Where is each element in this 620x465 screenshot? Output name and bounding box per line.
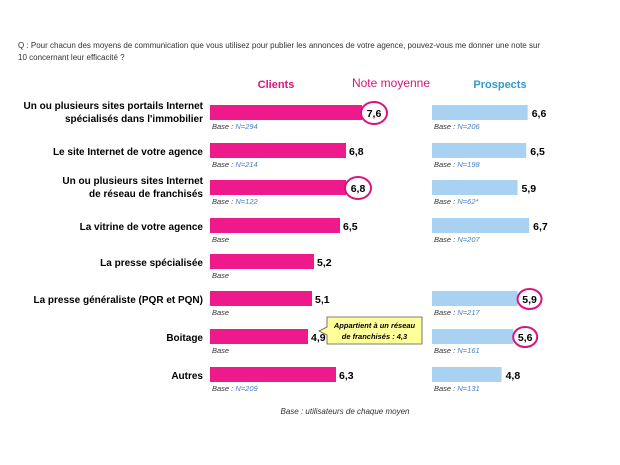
category-label: Le site Internet de votre agence bbox=[53, 147, 203, 158]
prospects-base-prefix: Base : bbox=[434, 384, 457, 393]
clients-base-prefix: Base bbox=[212, 346, 229, 355]
prospects-base-n: N=217 bbox=[457, 308, 480, 317]
header-prospects: Prospects bbox=[473, 79, 526, 91]
prospects-base-prefix: Base : bbox=[434, 308, 457, 317]
clients-base-label: Base : N=122 bbox=[212, 197, 258, 206]
category-label: Un ou plusieurs sites portails Internet bbox=[24, 101, 204, 112]
clients-base-label: Base : N=294 bbox=[212, 122, 258, 131]
clients-base-label: Base bbox=[212, 235, 229, 244]
clients-base-prefix: Base bbox=[212, 308, 229, 317]
prospects-base-n: N=62* bbox=[457, 197, 479, 206]
prospects-bar bbox=[432, 143, 527, 158]
question-line-2: 10 concernant leur efficacité ? bbox=[18, 53, 125, 62]
clients-bar bbox=[210, 218, 340, 233]
category-label: La presse spécialisée bbox=[100, 258, 203, 269]
callout: Appartient à un réseau de franchisés : 4,… bbox=[318, 316, 423, 345]
clients-base-prefix: Base bbox=[212, 271, 229, 280]
clients-value-label: 5,2 bbox=[317, 257, 332, 269]
prospects-base-n: N=198 bbox=[457, 160, 480, 169]
prospects-base-label: Base : N=198 bbox=[434, 160, 480, 169]
highlight-circle bbox=[360, 101, 388, 125]
clients-value-label: 6,8 bbox=[351, 183, 366, 195]
clients-bar bbox=[210, 143, 346, 158]
clients-base-prefix: Base : bbox=[212, 384, 235, 393]
clients-base-label: Base : N=214 bbox=[212, 160, 258, 169]
prospects-bar bbox=[432, 218, 530, 233]
prospects-base-label: Base : N=206 bbox=[434, 122, 480, 131]
clients-value-label: 6,5 bbox=[343, 221, 358, 233]
prospects-value-label: 5,6 bbox=[518, 332, 533, 344]
prospects-base-n: N=206 bbox=[457, 122, 480, 131]
clients-value-label: 6,8 bbox=[349, 146, 364, 158]
category-label: Boitage bbox=[166, 333, 203, 344]
category-label-line-2: spécialisés dans l'immobilier bbox=[65, 114, 203, 125]
prospects-base-prefix: Base : bbox=[434, 235, 457, 244]
category-label: La presse généraliste (PQR et PQN) bbox=[33, 295, 203, 306]
prospects-bar bbox=[432, 105, 528, 120]
clients-bar bbox=[210, 291, 312, 306]
prospects-base-label: Base : N=207 bbox=[434, 235, 480, 244]
prospects-base-label: Base : N=131 bbox=[434, 384, 480, 393]
clients-base-label: Base bbox=[212, 271, 229, 280]
header-note: Note moyenne bbox=[352, 76, 430, 90]
category-label: Autres bbox=[171, 371, 203, 382]
callout-line-2: de franchisés : 4,3 bbox=[342, 332, 408, 341]
prospects-base-prefix: Base : bbox=[434, 160, 457, 169]
clients-bar bbox=[210, 180, 346, 195]
clients-value-label: 5,1 bbox=[315, 294, 330, 306]
clients-base-prefix: Base : bbox=[212, 160, 235, 169]
prospects-value-label: 5,9 bbox=[522, 294, 537, 306]
clients-bar bbox=[210, 367, 336, 382]
clients-bar bbox=[210, 254, 314, 269]
highlight-circle bbox=[516, 288, 543, 310]
category-label: La vitrine de votre agence bbox=[80, 222, 204, 233]
prospects-base-prefix: Base : bbox=[434, 122, 457, 131]
prospects-value-label: 5,9 bbox=[522, 183, 537, 195]
prospects-base-label: Base : N=161 bbox=[434, 346, 480, 355]
clients-base-prefix: Base bbox=[212, 235, 229, 244]
clients-value-label: 4,9 bbox=[311, 332, 326, 344]
clients-base-n: N=209 bbox=[235, 384, 258, 393]
clients-base-n: N=214 bbox=[235, 160, 257, 169]
clients-base-n: N=294 bbox=[235, 122, 257, 131]
clients-value-label: 6,3 bbox=[339, 370, 354, 382]
prospects-base-label: Base : N=217 bbox=[434, 308, 480, 317]
question-line-1: Q : Pour chacun des moyens de communicat… bbox=[18, 41, 540, 50]
clients-base-label: Base bbox=[212, 346, 229, 355]
highlight-circle bbox=[512, 326, 539, 348]
prospects-base-label: Base : N=62* bbox=[434, 197, 479, 206]
prospects-bar bbox=[432, 291, 518, 306]
clients-base-prefix: Base : bbox=[212, 197, 235, 206]
footer-base: Base : utilisateurs de chaque moyen bbox=[281, 407, 411, 416]
prospects-bar bbox=[432, 329, 514, 344]
clients-base-label: Base : N=209 bbox=[212, 384, 258, 393]
header-clients: Clients bbox=[258, 79, 295, 91]
prospects-bar bbox=[432, 180, 518, 195]
prospects-value-label: 6,7 bbox=[533, 221, 548, 233]
prospects-value-label: 6,5 bbox=[530, 146, 545, 158]
clients-value-label: 7,6 bbox=[367, 108, 382, 120]
clients-base-label: Base bbox=[212, 308, 229, 317]
prospects-base-prefix: Base : bbox=[434, 346, 457, 355]
prospects-base-n: N=161 bbox=[457, 346, 479, 355]
prospects-bar bbox=[432, 367, 502, 382]
callout-line-1: Appartient à un réseau bbox=[333, 321, 416, 330]
prospects-base-n: N=131 bbox=[457, 384, 479, 393]
highlight-circle bbox=[344, 176, 372, 200]
prospects-base-prefix: Base : bbox=[434, 197, 457, 206]
clients-base-n: N=122 bbox=[235, 197, 258, 206]
clients-base-prefix: Base : bbox=[212, 122, 235, 131]
category-label: Un ou plusieurs sites Internet bbox=[62, 176, 203, 187]
clients-bar bbox=[210, 105, 362, 120]
category-label-line-2: de réseau de franchisés bbox=[89, 189, 203, 200]
prospects-value-label: 4,8 bbox=[506, 370, 521, 382]
callout-box bbox=[318, 316, 423, 345]
prospects-base-n: N=207 bbox=[457, 235, 480, 244]
prospects-value-label: 6,6 bbox=[532, 108, 547, 120]
clients-bar bbox=[210, 329, 308, 344]
